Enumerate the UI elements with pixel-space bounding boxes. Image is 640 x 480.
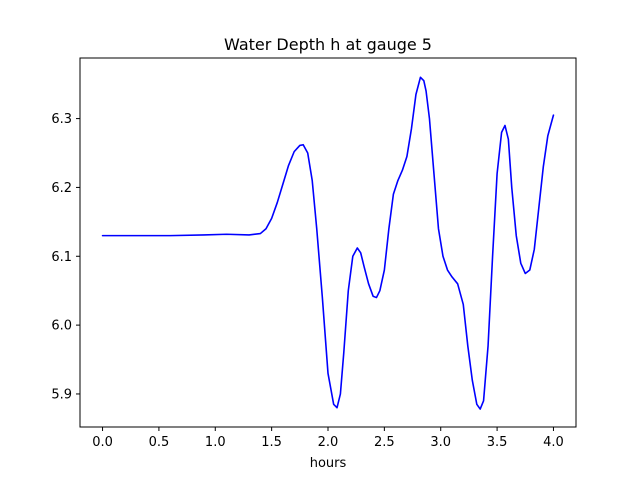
x-tick-label: 2.0 — [318, 435, 339, 450]
x-tick-label: 4.0 — [543, 435, 564, 450]
y-tick-label: 6.2 — [51, 181, 72, 196]
x-axis-label: hours — [310, 456, 347, 471]
x-tick-label: 3.5 — [487, 435, 508, 450]
x-tick-label: 0.5 — [149, 435, 170, 450]
x-tick-label: 1.5 — [261, 435, 282, 450]
y-tick-label: 6.0 — [51, 319, 72, 334]
x-axis: 0.0 0.5 1.0 1.5 2.0 2.5 3.0 3.5 4.0 — [92, 427, 564, 450]
chart-title: Water Depth h at gauge 5 — [224, 35, 432, 54]
x-tick-label: 1.0 — [205, 435, 226, 450]
y-axis: 5.9 6.0 6.1 6.2 6.3 — [51, 112, 80, 402]
x-tick-label: 3.0 — [430, 435, 451, 450]
x-tick-label: 2.5 — [374, 435, 395, 450]
plot-line-layer — [101, 76, 555, 410]
y-tick-label: 6.1 — [51, 250, 72, 265]
y-tick-label: 5.9 — [51, 387, 72, 402]
series-line-0 — [101, 76, 555, 410]
y-tick-label: 6.3 — [51, 112, 72, 127]
x-tick-label: 0.0 — [92, 435, 113, 450]
